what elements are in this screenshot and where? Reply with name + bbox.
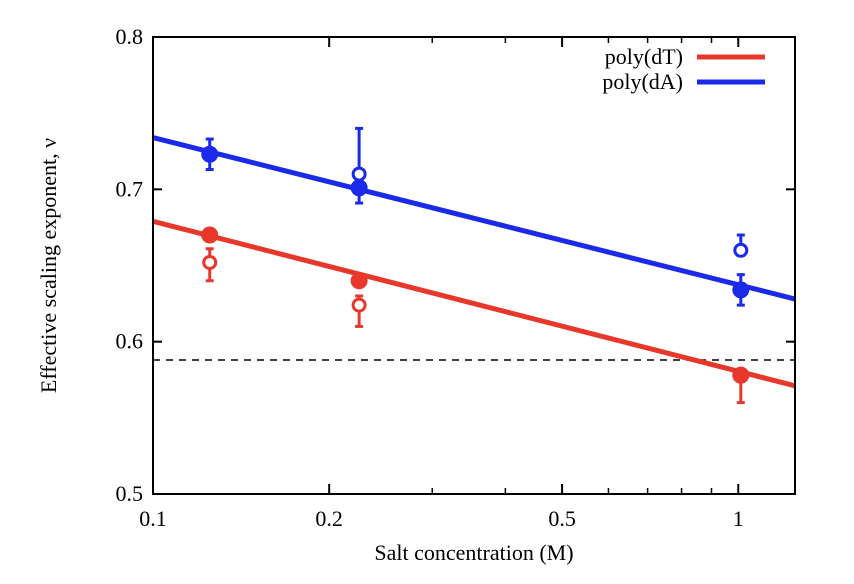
filled-point-poly-da-2 [732,281,750,299]
plot-frame [152,36,796,495]
y-tick-label-2: 0.7 [116,176,144,201]
x-tick-label-2: 0.5 [548,506,576,531]
legend-label-poly-dt: poly(dT) [605,44,683,69]
ticks-layer: 0.5 0.6 0.7 0.8 0.1 0.2 0.5 1 [116,24,795,531]
y-axis-title: Effective scaling exponent, ν [36,138,61,393]
open-point-poly-da-1 [733,242,749,258]
legend-label-poly-da: poly(dA) [602,69,683,94]
x-tick-label-3: 1 [733,506,744,531]
series-layer [152,126,796,405]
open-point-poly-dt-0 [202,254,218,270]
y-tick-label-1: 0.6 [116,329,144,354]
open-point-poly-da-0 [351,166,367,182]
legend: poly(dT) poly(dA) [602,44,765,94]
y-tick-label-3: 0.8 [116,24,144,49]
fit-line-poly-dt [152,218,796,389]
x-tick-label-0: 0.1 [139,506,167,531]
filled-point-poly-da-0 [201,145,219,163]
y-tick-label-0: 0.5 [116,481,144,506]
open-point-poly-dt-1 [351,297,367,313]
x-tick-label-1: 0.2 [315,506,343,531]
filled-point-poly-dt-0 [201,226,219,244]
filled-point-poly-da-1 [350,179,368,197]
fit-line-poly-da [152,135,796,302]
x-axis-title: Salt concentration (M) [374,540,573,565]
filled-point-poly-dt-2 [732,366,750,384]
filled-point-poly-dt-1 [350,272,368,290]
